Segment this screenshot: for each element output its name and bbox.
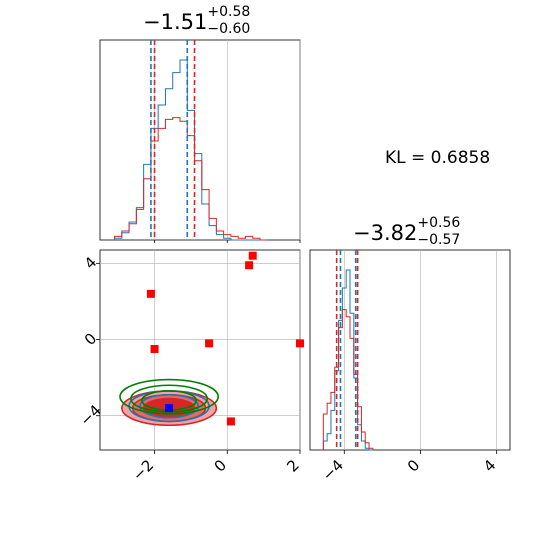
hist-p2-red-series [322, 309, 374, 450]
contour-green-0 [119, 378, 219, 415]
p2-xaxis-label-0: −4 [319, 456, 347, 484]
title-p2-minus: −0.57 [417, 232, 461, 248]
p1-axis-label-2: 2 [283, 456, 302, 475]
scatter-point-6 [226, 417, 235, 426]
kl-label: KL = 0.6858 [385, 148, 490, 168]
title-p2: −3.82 +0.56 −0.57 [353, 215, 460, 248]
kl-value: KL = 0.6858 [385, 148, 491, 168]
scatter-point-7 [165, 404, 174, 413]
p1-axis-label-0: −2 [129, 456, 157, 484]
title-p1-plus: +0.58 [207, 4, 251, 20]
p1-axis-label-1: 0 [211, 456, 230, 475]
joint-p1-p2-panel [99, 249, 304, 451]
p2-xaxis-label-1: 0 [404, 456, 423, 475]
scatter-point-0 [248, 251, 257, 260]
histogram-p2-frame [309, 249, 511, 451]
contour-blue-1 [139, 393, 199, 419]
scatter-point-4 [205, 339, 214, 348]
scatter-point-2 [146, 289, 155, 298]
histogram-p1-panel [99, 39, 301, 241]
scatter-point-5 [296, 339, 304, 348]
title-p2-plus: +0.56 [417, 215, 461, 231]
title-p1-median: −1.51 [143, 10, 208, 34]
hist-p1-blue-series [114, 59, 268, 241]
title-p2-median: −3.82 [353, 221, 418, 245]
scatter-point-3 [150, 345, 159, 354]
scatter-point-1 [245, 261, 254, 270]
histogram-p2-panel [309, 249, 511, 451]
histogram-p1-frame [99, 39, 301, 241]
p2-yaxis-label-2: −4 [76, 401, 104, 429]
p2-xaxis-label-2: 4 [480, 456, 499, 475]
title-p1: −1.51 +0.58 −0.60 [143, 4, 250, 37]
hist-p1-red-series [114, 117, 268, 241]
hist-p2-blue-series [322, 269, 373, 451]
title-p1-minus: −0.60 [207, 21, 251, 37]
tick-labels: −2 0 240−4−4 0 4 [76, 240, 499, 484]
